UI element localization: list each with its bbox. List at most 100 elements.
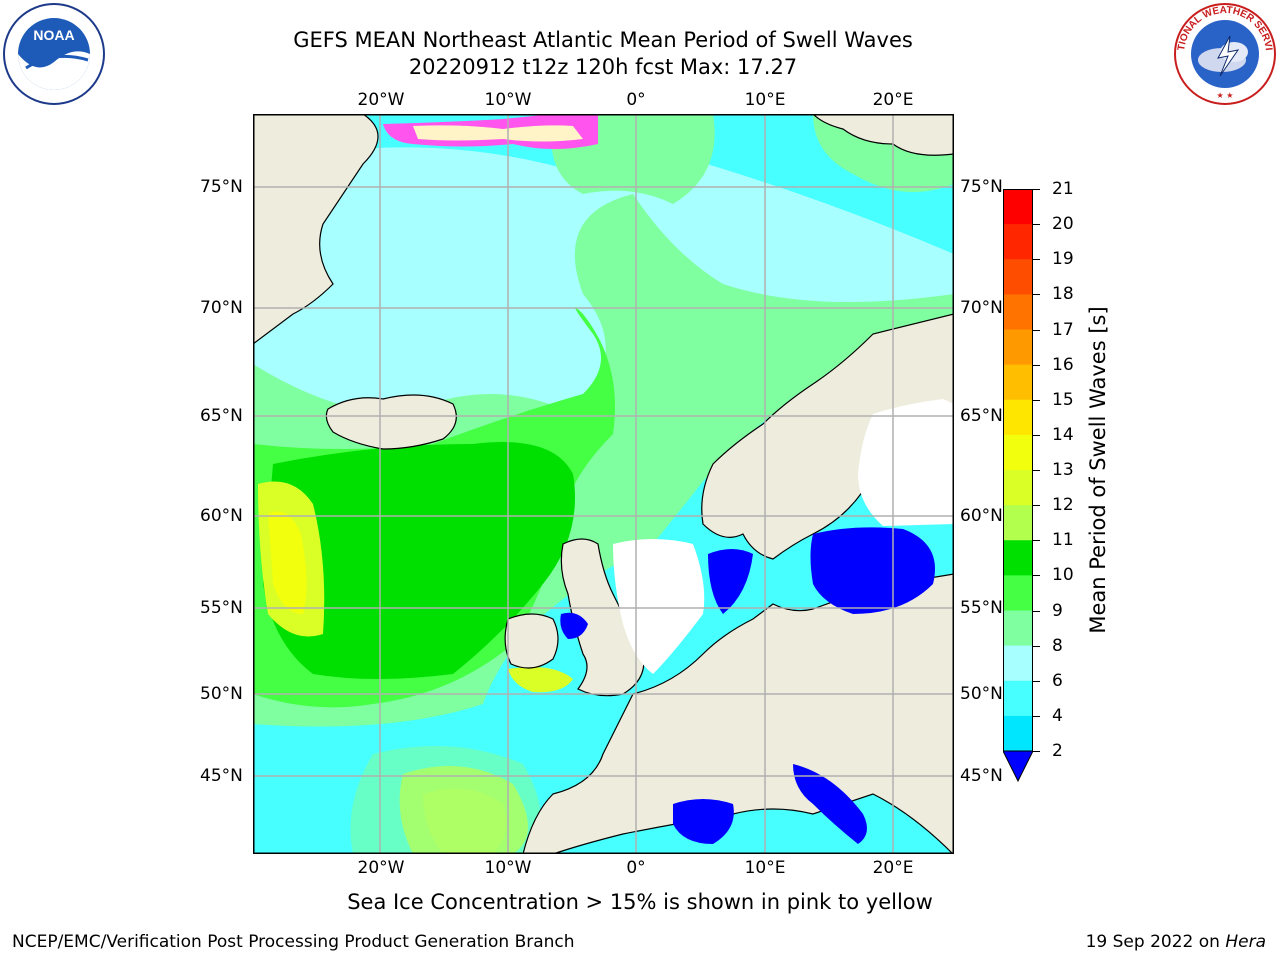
colorbar-tick-mark <box>1033 505 1040 507</box>
lat-label-75n-left: 75°N <box>200 177 243 197</box>
colorbar-tick-mark <box>1033 224 1040 226</box>
lon-label-20e-top: 20°E <box>872 90 914 110</box>
colorbar-segment <box>1003 575 1033 611</box>
colorbar-tick-mark <box>1033 715 1040 717</box>
land-continental-europe <box>522 573 954 854</box>
colorbar-tick-label: 6 <box>1052 670 1063 691</box>
swell-band-12-14s-biscay <box>508 666 573 693</box>
lon-label-10e-top: 10°E <box>744 90 786 110</box>
colorbar-segment <box>1003 189 1033 225</box>
lat-label-70n-left: 70°N <box>200 298 243 318</box>
svg-text:★ ★: ★ ★ <box>1217 91 1234 100</box>
graticule <box>253 114 954 854</box>
colorbar-segment <box>1003 434 1033 471</box>
colorbar-segment <box>1003 224 1033 260</box>
colorbar-segment <box>1003 399 1033 436</box>
colorbar-segment <box>1003 470 1033 506</box>
colorbar-tick-label: 8 <box>1052 635 1063 656</box>
lat-label-65n-left: 65°N <box>200 406 243 426</box>
lat-label-50n-left: 50°N <box>200 684 243 704</box>
swell-band-2-4s-skagerrak <box>708 549 753 614</box>
colorbar-tick-mark <box>1033 294 1040 296</box>
swell-band-2-4s-med <box>673 799 734 844</box>
colorbar-segment <box>1003 715 1033 752</box>
credit-text: NCEP/EMC/Verification Post Processing Pr… <box>12 932 575 952</box>
colorbar-segment <box>1003 505 1033 541</box>
date-text: 19 Sep 2022 on <box>1085 932 1226 952</box>
colorbar-tick-label: 15 <box>1052 389 1074 410</box>
colorbar-tick-mark <box>1033 575 1040 577</box>
lat-label-45n-right: 45°N <box>960 766 1003 786</box>
lat-label-55n-right: 55°N <box>960 598 1003 618</box>
date-machine-text: 19 Sep 2022 on Hera <box>1086 932 1266 952</box>
colorbar-tick-mark <box>1033 680 1040 682</box>
swell-period-map <box>253 114 954 854</box>
map-border <box>253 114 954 854</box>
lat-label-60n-right: 60°N <box>960 506 1003 526</box>
colorbar-segment <box>1003 680 1033 717</box>
colorbar-segment <box>1003 259 1033 295</box>
colorbar <box>1003 189 1033 782</box>
swell-band-2-4s-baltic <box>810 527 935 614</box>
colorbar-segment <box>1003 610 1033 647</box>
colorbar-tick-mark <box>1033 434 1040 436</box>
colorbar-segment <box>1003 540 1033 576</box>
colorbar-tick-label: 19 <box>1052 249 1074 270</box>
swell-band-14-15s-west <box>268 511 307 614</box>
colorbar-segment <box>1003 294 1033 330</box>
colorbar-segment <box>1003 364 1033 401</box>
lat-label-50n-right: 50°N <box>960 684 1003 704</box>
noaa-logo-text: NOAA <box>33 27 74 43</box>
colorbar-tick-mark <box>1033 470 1040 471</box>
lat-label-75n-right: 75°N <box>960 177 1003 197</box>
colorbar-tick-label: 4 <box>1052 705 1063 726</box>
lat-label-55n-left: 55°N <box>200 598 243 618</box>
land-greenland <box>253 114 379 345</box>
swell-band-2-4s-irish-sea <box>560 612 588 639</box>
gulf-of-bothnia-no-data <box>858 399 954 526</box>
colorbar-tick-label: 20 <box>1052 214 1074 235</box>
land-iceland <box>325 394 457 450</box>
colorbar-tick-mark <box>1033 259 1040 261</box>
colorbar-tick-mark <box>1033 364 1040 366</box>
sea-ice-core <box>413 125 583 142</box>
colorbar-segment <box>1003 645 1033 682</box>
colorbar-segment <box>1003 329 1033 366</box>
lon-label-10e-bottom: 10°E <box>744 858 786 878</box>
swell-band-10-11s-south <box>350 746 541 854</box>
forecast-subtitle: 20220912 t12z 120h fcst Max: 17.27 <box>408 55 798 79</box>
colorbar-tick-label: 21 <box>1052 179 1074 199</box>
map-title: GEFS MEAN Northeast Atlantic Mean Period… <box>293 28 913 52</box>
land-svalbard <box>812 114 954 156</box>
lat-label-70n-right: 70°N <box>960 298 1003 318</box>
noaa-logo: NOAA <box>3 3 105 105</box>
colorbar-tick-label: 16 <box>1052 354 1074 375</box>
colorbar-tick-label: 11 <box>1052 530 1074 551</box>
colorbar-tick-mark <box>1033 540 1040 542</box>
colorbar-tick-mark <box>1033 329 1040 331</box>
colorbar-tick-label: 12 <box>1052 495 1074 516</box>
colorbar-tick-label: 17 <box>1052 319 1074 340</box>
land-ireland <box>504 613 559 669</box>
lon-label-0-bottom: 0° <box>626 858 646 878</box>
colorbar-tick-mark <box>1033 610 1040 612</box>
colorbar-tick-label: 9 <box>1052 600 1063 621</box>
lat-label-60n-left: 60°N <box>200 506 243 526</box>
lon-label-20w-top: 20°W <box>357 90 405 110</box>
colorbar-tick-mark <box>1033 399 1040 401</box>
colorbar-extend-triangle <box>1003 750 1033 782</box>
colorbar-tick-mark <box>1033 645 1040 647</box>
machine-name: Hera <box>1225 932 1266 952</box>
lon-label-20e-bottom: 20°E <box>872 858 914 878</box>
swell-band-11-12s <box>263 442 575 679</box>
colorbar-tick-label: 13 <box>1052 460 1074 480</box>
lat-label-45n-left: 45°N <box>200 766 243 786</box>
lon-label-10w-bottom: 10°W <box>484 858 532 878</box>
swell-band-2-4s-adriatic <box>793 764 867 844</box>
sea-ice-note: Sea Ice Concentration > 15% is shown in … <box>347 890 933 914</box>
colorbar-border <box>1003 189 1033 752</box>
colorbar-tick-label: 14 <box>1052 424 1074 445</box>
lon-label-20w-bottom: 20°W <box>357 858 405 878</box>
colorbar-tick-mark <box>1033 189 1040 190</box>
lat-label-65n-right: 65°N <box>960 406 1003 426</box>
